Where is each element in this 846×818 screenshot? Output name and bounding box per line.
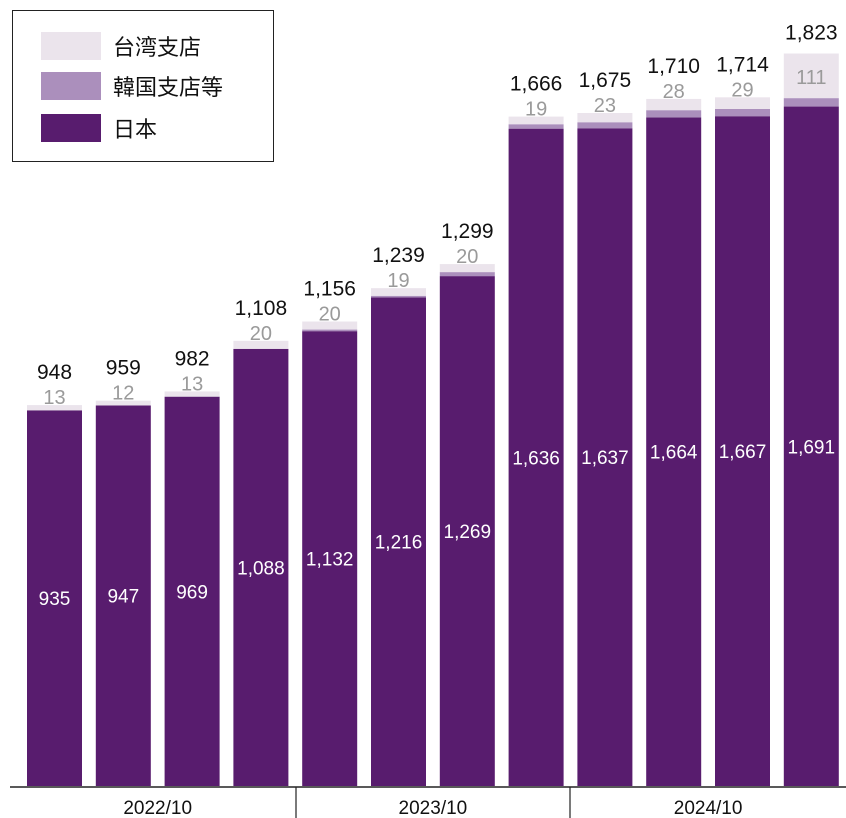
legend-label-korea: 韓国支店等 — [113, 76, 224, 101]
data-label-total: 982 — [175, 347, 210, 370]
data-label-total: 1,239 — [372, 244, 425, 267]
data-label-japan: 1,636 — [512, 448, 560, 469]
bar-korea — [371, 295, 426, 298]
bar-korea — [577, 122, 633, 129]
data-label-japan: 1,269 — [444, 522, 492, 543]
legend-item-korea: 韓国支店等 — [41, 71, 223, 101]
data-label-total: 1,299 — [441, 220, 494, 243]
data-label-japan: 1,132 — [306, 550, 354, 571]
bar-korea — [302, 329, 358, 332]
x-tick-label: 2024/10 — [674, 798, 743, 818]
bar-taiwan — [508, 116, 564, 125]
bar-taiwan — [646, 98, 702, 111]
bar-taiwan — [95, 400, 151, 406]
bar-taiwan — [233, 340, 289, 349]
bar-korea — [646, 110, 702, 118]
legend-swatch-japan — [41, 114, 101, 142]
data-label-japan: 1,664 — [650, 443, 698, 464]
data-label-taiwan: 20 — [250, 323, 272, 345]
data-label-total: 1,714 — [716, 53, 769, 76]
bar-taiwan — [439, 264, 495, 273]
data-label-japan: 1,637 — [581, 448, 629, 469]
data-label-taiwan: 20 — [456, 246, 478, 268]
bar-taiwan — [715, 97, 770, 109]
bar-japan — [783, 106, 839, 786]
data-label-taiwan: 13 — [43, 387, 65, 409]
legend-swatch-taiwan — [41, 32, 101, 60]
data-label-japan: 1,691 — [788, 437, 836, 458]
bar-taiwan — [577, 112, 633, 123]
legend-label-japan: 日本 — [113, 118, 158, 143]
bar-korea — [439, 272, 495, 277]
data-label-taiwan: 23 — [594, 95, 616, 117]
bar-japan — [439, 276, 495, 786]
bar-korea — [508, 124, 564, 129]
data-label-japan: 969 — [176, 582, 208, 603]
bar-korea — [715, 108, 770, 117]
legend: 台湾支店 韓国支店等 日本 — [12, 10, 274, 162]
legend-item-taiwan: 台湾支店 — [41, 31, 201, 61]
data-label-taiwan: 111 — [796, 67, 826, 89]
legend-swatch-korea — [41, 72, 101, 100]
data-label-taiwan: 12 — [112, 383, 134, 405]
legend-label-taiwan: 台湾支店 — [113, 36, 202, 61]
bar-korea — [783, 98, 839, 107]
x-tick-label: 2023/10 — [399, 798, 468, 818]
data-label-total: 959 — [106, 357, 141, 380]
data-label-total: 948 — [37, 361, 72, 384]
bar-japan — [164, 396, 220, 786]
bar-japan — [577, 128, 633, 786]
bar-taiwan — [27, 405, 82, 411]
data-label-japan: 1,667 — [719, 442, 767, 463]
data-label-total: 1,710 — [647, 55, 700, 78]
bar-japan — [95, 405, 151, 786]
data-label-taiwan: 20 — [319, 304, 341, 326]
bar-taiwan — [371, 288, 426, 296]
data-label-taiwan: 19 — [387, 270, 409, 292]
data-label-japan: 935 — [39, 589, 71, 610]
x-tick-label: 2022/10 — [123, 798, 192, 818]
bar-japan — [646, 117, 702, 787]
bar-japan — [715, 116, 770, 786]
data-label-total: 1,108 — [235, 297, 288, 320]
bar-japan — [508, 128, 564, 786]
data-label-total: 1,156 — [303, 278, 356, 301]
data-label-total: 1,823 — [785, 22, 838, 45]
bar-japan — [27, 410, 82, 786]
bars-layer — [27, 53, 839, 787]
data-label-japan: 1,088 — [237, 558, 285, 579]
bar-japan — [371, 297, 426, 786]
data-label-total: 1,666 — [510, 73, 563, 96]
bar-taiwan — [164, 391, 220, 397]
data-label-taiwan: 28 — [663, 81, 685, 103]
data-label-japan: 947 — [107, 587, 139, 608]
data-label-taiwan: 13 — [181, 373, 203, 395]
data-label-taiwan: 19 — [525, 99, 547, 121]
bar-japan — [233, 348, 289, 786]
data-label-taiwan: 29 — [731, 79, 753, 101]
data-label-japan: 1,216 — [375, 533, 423, 554]
x-axis: 2022/10 2023/10 2024/10 — [10, 786, 846, 818]
bar-taiwan — [783, 53, 839, 99]
bar-taiwan — [302, 321, 358, 330]
data-label-total: 1,675 — [579, 69, 632, 92]
labels-layer: 935 13 948 947 12 959 969 13 982 1,088 20 1,108 1,13… — [37, 22, 838, 611]
bar-japan — [302, 331, 358, 786]
legend-item-japan: 日本 — [41, 113, 157, 143]
